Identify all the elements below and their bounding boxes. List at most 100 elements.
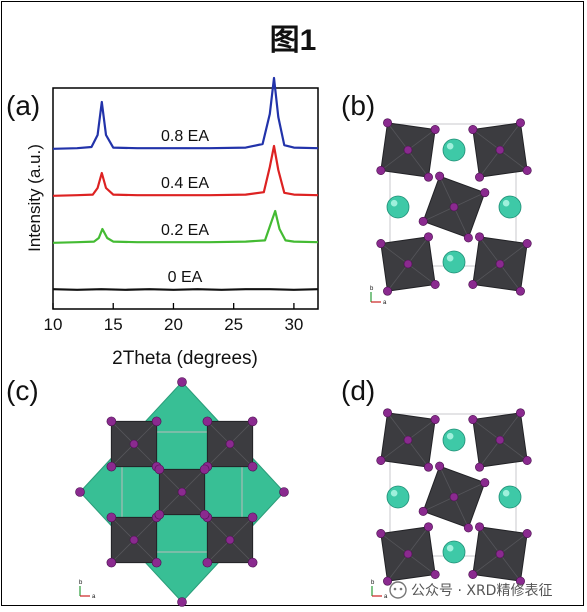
atom-purple bbox=[199, 464, 210, 475]
atom-green bbox=[442, 428, 466, 452]
x-ticks: 10 15 20 25 30 bbox=[44, 303, 303, 334]
axis-a-label: a bbox=[92, 594, 96, 600]
atom-green bbox=[442, 138, 466, 162]
atom-purple bbox=[468, 415, 478, 425]
axis-a-label: a bbox=[383, 300, 387, 306]
atom-purple bbox=[418, 216, 428, 226]
atom-purple bbox=[463, 233, 473, 243]
watermark: 公众号 · XRD精修表征 bbox=[389, 581, 552, 599]
atom-purple bbox=[449, 202, 459, 212]
atom-purple bbox=[522, 529, 532, 539]
watermark-text: 公众号 · XRD精修表征 bbox=[411, 583, 552, 599]
atom-purple bbox=[435, 461, 445, 471]
atom-purple bbox=[376, 455, 386, 465]
crystal-structure-c bbox=[75, 377, 289, 607]
atom-purple bbox=[423, 172, 433, 182]
atom-purple bbox=[383, 118, 393, 128]
wechat-icon-eye-right bbox=[399, 587, 403, 591]
atom-purple bbox=[423, 462, 433, 472]
atom-purple bbox=[279, 487, 289, 497]
atom-purple bbox=[475, 522, 485, 532]
series-line bbox=[52, 288, 319, 291]
atom-purple bbox=[383, 286, 393, 296]
wechat-icon bbox=[389, 581, 407, 599]
atom-purple bbox=[495, 145, 505, 155]
series-label: 0.2 EA bbox=[161, 222, 209, 239]
plot-frame bbox=[52, 87, 319, 310]
figure-title: 图1 bbox=[270, 24, 317, 57]
x-tick-label: 10 bbox=[44, 315, 63, 334]
atom-green bbox=[442, 540, 466, 564]
panel-label-b: (b) bbox=[341, 90, 375, 121]
xrd-chart: 10 15 20 25 30 0.8 EA 0.4 EA 0.2 EA 0 EA 2Theta… bbox=[25, 76, 319, 369]
atom-purple bbox=[495, 549, 505, 559]
atom-purple bbox=[495, 435, 505, 445]
series-line bbox=[52, 144, 319, 197]
atom-purple bbox=[418, 506, 428, 516]
atom-purple bbox=[151, 557, 162, 568]
atom-purple bbox=[154, 509, 165, 520]
atom-green bbox=[386, 195, 410, 219]
atom-highlight bbox=[446, 544, 454, 552]
series-labels: 0.8 EA 0.4 EA 0.2 EA 0 EA bbox=[161, 128, 209, 286]
atom-purple bbox=[247, 416, 258, 427]
atom-purple bbox=[202, 557, 213, 568]
x-axis-label: 2Theta (degrees) bbox=[112, 348, 258, 369]
atom-purple bbox=[480, 188, 490, 198]
atom-purple bbox=[106, 461, 117, 472]
atom-purple bbox=[430, 279, 440, 289]
atom-purple bbox=[225, 439, 235, 449]
atom-purple bbox=[515, 408, 525, 418]
atom-purple bbox=[475, 462, 485, 472]
x-tick-label: 20 bbox=[164, 315, 183, 334]
atom-purple bbox=[75, 487, 85, 497]
atom-purple bbox=[151, 416, 162, 427]
atom-purple bbox=[475, 172, 485, 182]
atom-purple bbox=[202, 416, 213, 427]
atom-purple bbox=[225, 535, 235, 545]
atom-highlight bbox=[446, 142, 454, 150]
atom-purple bbox=[430, 415, 440, 425]
atom-purple bbox=[177, 597, 187, 607]
atom-purple bbox=[435, 171, 445, 181]
atom-purple bbox=[177, 377, 187, 387]
series-label: 0 EA bbox=[168, 269, 203, 286]
atom-purple bbox=[106, 512, 117, 523]
axis-b-label: b bbox=[79, 580, 83, 586]
atom-purple bbox=[247, 557, 258, 568]
atom-purple bbox=[449, 492, 459, 502]
series-line bbox=[52, 76, 319, 150]
x-tick-label: 30 bbox=[284, 315, 303, 334]
atom-purple bbox=[376, 529, 386, 539]
atom-purple bbox=[515, 576, 525, 586]
atom-purple bbox=[468, 279, 478, 289]
atom-purple bbox=[403, 259, 413, 269]
atom-purple bbox=[383, 576, 393, 586]
atom-purple bbox=[247, 461, 258, 472]
series-group bbox=[52, 76, 319, 291]
x-tick-label: 25 bbox=[224, 315, 243, 334]
atom-purple bbox=[403, 145, 413, 155]
atom-purple bbox=[106, 416, 117, 427]
atom-purple bbox=[522, 239, 532, 249]
atom-highlight bbox=[390, 199, 398, 207]
series-label: 0.8 EA bbox=[161, 128, 209, 145]
x-tick-label: 15 bbox=[104, 315, 123, 334]
axis-b-label: b bbox=[371, 580, 375, 586]
atom-purple bbox=[129, 439, 139, 449]
panel-label-d: (d) bbox=[341, 375, 375, 406]
axis-b-label: b bbox=[370, 286, 374, 292]
atom-purple bbox=[430, 569, 440, 579]
atom-purple bbox=[522, 455, 532, 465]
atom-highlight bbox=[502, 489, 510, 497]
atom-purple bbox=[383, 408, 393, 418]
panel-label-c: (c) bbox=[6, 375, 39, 406]
atom-purple bbox=[515, 286, 525, 296]
panel-label-a: (a) bbox=[6, 90, 40, 121]
wechat-icon-eye-left bbox=[393, 587, 397, 591]
atom-green bbox=[498, 195, 522, 219]
atom-green bbox=[442, 250, 466, 274]
atom-purple bbox=[247, 512, 258, 523]
atom-purple bbox=[423, 522, 433, 532]
